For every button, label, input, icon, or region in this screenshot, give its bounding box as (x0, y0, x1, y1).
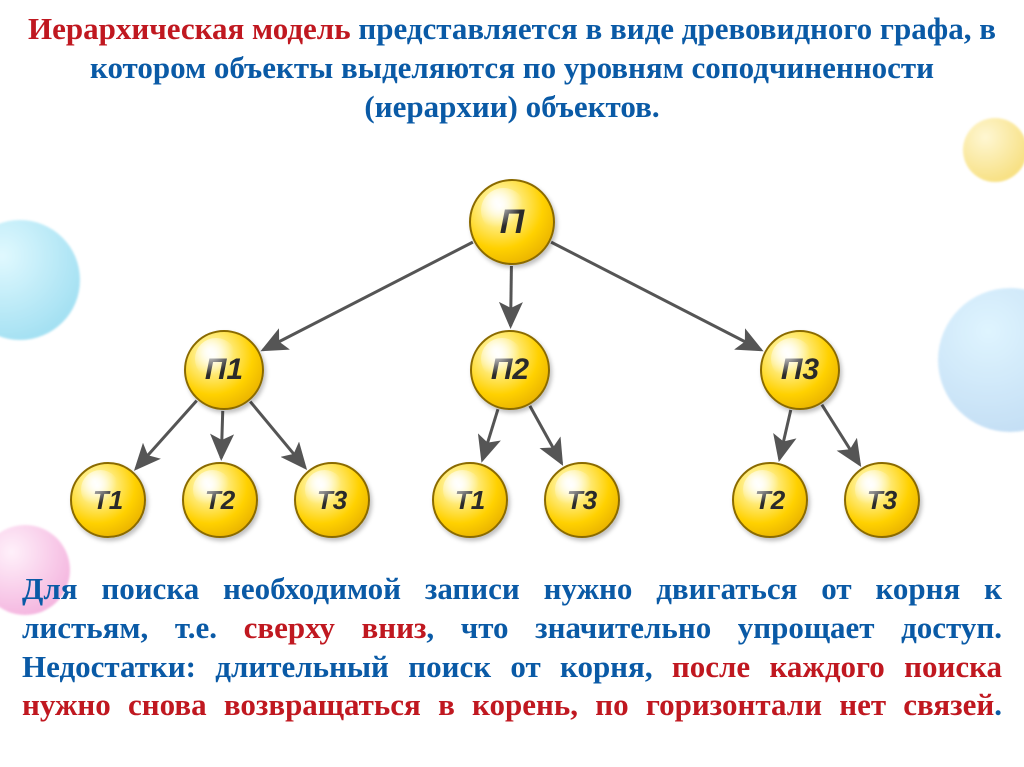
slide: Иерархическая модель представляется в ви… (0, 0, 1024, 767)
tree-node-t3a: Т3 (294, 462, 370, 538)
footer-highlight: сверху вниз (244, 610, 427, 645)
tree-node-label: Т1 (455, 485, 485, 516)
header-highlight: Иерархическая модель (28, 11, 358, 46)
tree-node-t1b: Т1 (432, 462, 508, 538)
tree-edge (551, 242, 761, 350)
tree-node-label: Т1 (93, 485, 123, 516)
tree-node-p1: П1 (184, 330, 264, 410)
tree-node-t3c: Т3 (844, 462, 920, 538)
tree-edge (263, 242, 473, 350)
tree-node-p3: П3 (760, 330, 840, 410)
footer-normal: . (994, 687, 1002, 722)
tree-edge (822, 405, 860, 465)
tree-edge (530, 406, 562, 463)
tree-node-label: Т3 (567, 485, 597, 516)
tree-node-label: П1 (205, 353, 243, 387)
tree-edge (779, 410, 790, 459)
tree-node-label: Т3 (317, 485, 347, 516)
tree-node-label: Т2 (755, 485, 785, 516)
tree-node-p2: П2 (470, 330, 550, 410)
tree-node-root: П (469, 179, 555, 265)
decoration-balloon (0, 220, 80, 340)
decoration-balloon (938, 288, 1024, 432)
header-text: Иерархическая модель представляется в ви… (22, 10, 1002, 126)
tree-edge (511, 266, 512, 326)
tree-node-label: Т3 (867, 485, 897, 516)
tree-node-label: П2 (491, 353, 529, 387)
tree-node-label: П3 (781, 353, 819, 387)
decoration-balloon (963, 118, 1024, 182)
tree-edge (221, 411, 222, 458)
tree-edge (482, 409, 498, 460)
tree-node-t1a: Т1 (70, 462, 146, 538)
tree-edge (250, 402, 305, 468)
tree-node-t2a: Т2 (182, 462, 258, 538)
footer-text: Для поиска необходимой записи нужно двиг… (22, 570, 1002, 725)
tree-node-t3b: Т3 (544, 462, 620, 538)
tree-node-t2c: Т2 (732, 462, 808, 538)
tree-node-label: П (500, 203, 524, 242)
tree-edge (136, 401, 197, 469)
tree-node-label: Т2 (205, 485, 235, 516)
